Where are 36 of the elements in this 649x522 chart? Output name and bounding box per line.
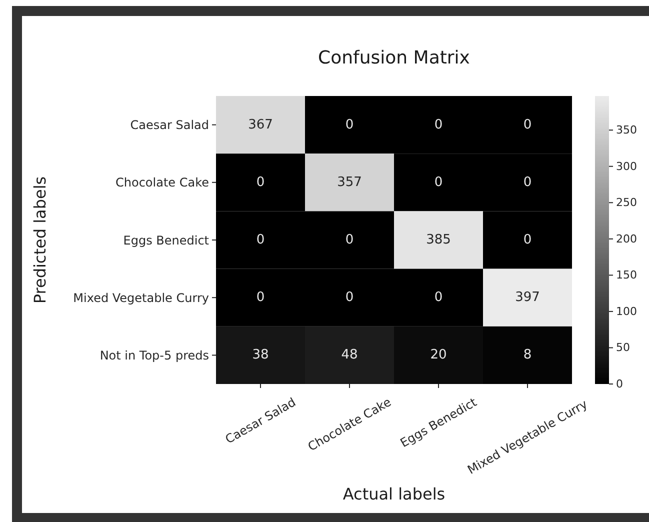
data-label: 0	[523, 117, 532, 132]
data-label: 0	[434, 117, 443, 132]
data-label: 357	[337, 174, 362, 190]
color-bar-label: 200	[616, 232, 637, 246]
chart-title: Confusion Matrix	[318, 48, 470, 68]
y-tick-label: Eggs Benedict	[123, 233, 210, 248]
data-label: 0	[345, 290, 354, 306]
data-label: 0	[523, 232, 532, 248]
y-tick-label: Caesar Salad	[130, 118, 209, 132]
x-axis-title: Actual labels	[342, 484, 446, 504]
color-bar-label: 350	[616, 124, 637, 137]
data-label: 0	[256, 232, 265, 248]
data-label: 385	[426, 232, 451, 248]
data-label: 0	[523, 174, 532, 190]
data-label: 397	[515, 290, 540, 306]
data-label: 0	[345, 117, 354, 132]
color-bar-label: 250	[616, 196, 637, 210]
y-tick-label: Not in Top-5 preds	[100, 348, 209, 362]
y-tick-label: Mixed Vegetable Curry	[73, 290, 209, 305]
color-bar-label: 100	[616, 304, 637, 318]
data-label: 0	[345, 232, 354, 248]
color-bar-label: 300	[616, 160, 637, 173]
data-label: 20	[430, 348, 447, 363]
data-label: 367	[248, 117, 273, 132]
data-label: 38	[252, 348, 269, 363]
data-label: 48	[341, 348, 358, 363]
y-axis-title: Predicted labels	[30, 176, 50, 304]
data-label: 0	[434, 174, 443, 190]
data-label: 0	[256, 174, 265, 190]
color-bar-label: 150	[616, 268, 637, 282]
data-label: 8	[523, 348, 532, 363]
color-bar-label: 50	[616, 341, 630, 354]
y-tick-label: Chocolate Cake	[116, 176, 209, 190]
color-bar-label: 0	[616, 378, 623, 390]
data-label: 0	[434, 290, 443, 306]
data-label: 0	[256, 290, 265, 306]
